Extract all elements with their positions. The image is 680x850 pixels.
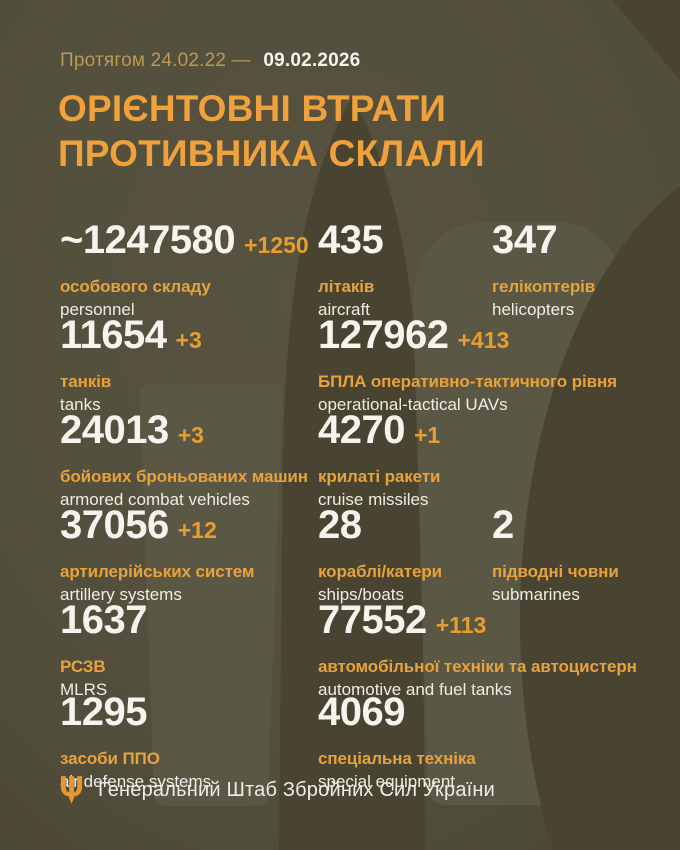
stat-number-line: 24013 +3 [60,410,308,459]
stat-number-line: ~1247580 +1250 [60,220,309,269]
stat-number-line: 1295 [60,692,211,741]
stat-delta: +3 [175,327,202,353]
stat-value: 24013 [60,408,169,452]
stat-label-ukrainian: особового складу [60,277,211,296]
stat-value: 4069 [318,690,405,734]
stat-block: 435 літаків aircraft [318,218,384,320]
stat-block: 1295 засоби ППО air defense systems [60,692,211,792]
stat-label-english: operational-tactical UAVs [318,395,508,414]
stat-block: 127962 +413 БПЛА оперативно-тактичного рів… [318,315,617,415]
stat-label-english: special equipment [318,772,456,791]
stat-label-english: helicopters [492,300,575,319]
stat-label-ukrainian: артилерійських систем [60,562,255,581]
stat-label-ukrainian: кораблі/катери [318,562,443,581]
stat-label-ukrainian: засоби ППО [60,749,160,768]
artillery-shell-silhouette-dark-corner [612,0,680,80]
stat-delta: +113 [435,612,487,638]
stat-number-line: 37056 +12 [60,505,254,554]
stat-number-line: 28 [318,505,442,554]
stat-number-line: 1637 [60,600,147,649]
stat-delta: +12 [177,517,217,543]
artillery-shell-silhouette-dark-right [520,186,680,850]
stat-value: 4270 [318,408,405,452]
stat-label-ukrainian: спеціальна техніка [318,749,476,768]
stat-label-ukrainian: літаків [318,277,375,296]
stat-label-ukrainian: підводні човни [492,562,619,581]
stat-value: 11654 [60,313,167,357]
stat-value: 435 [318,218,384,262]
stat-value: 127962 [318,313,449,357]
stat-value: 1295 [60,690,147,734]
page-title-line2: ПРОТИВНИКА СКЛАЛИ [58,133,485,174]
stat-delta: +1250 [244,232,309,258]
stat-delta: +413 [457,327,510,353]
stat-delta: +1 [413,422,441,448]
stat-value: 77552 [318,598,427,642]
artillery-shell-silhouette-dark-center [279,98,425,850]
stat-block: 4069 спеціальна техніка special equipment [318,692,476,792]
stat-label-ukrainian: гелікоптерів [492,277,596,296]
stat-label-ukrainian: крилаті ракети [318,467,441,486]
organization-name: Генеральний Штаб Збройних Сил України [98,779,496,801]
stat-value: 28 [318,503,362,547]
stat-label-english: aircraft [318,300,370,319]
stat-block: 1637 РСЗВ MLRS [60,600,147,700]
stat-block: 2 підводні човни submarines [492,505,619,605]
footer: Генеральний Штаб Збройних Сил України [60,776,495,805]
stat-number-line: 435 [318,218,384,269]
stat-number-line: 2 [492,505,619,554]
stat-value: ~1247580 [60,218,236,262]
stat-number-line: 4069 [318,692,476,741]
period-current-date: 09.02.2026 [263,50,361,71]
page-title-line1: ОРІЄНТОВНІ ВТРАТИ [58,88,447,129]
stat-label-ukrainian: РСЗВ [60,657,106,676]
stat-number-line: 4270 +1 [318,410,440,459]
stat-label-ukrainian: бойових броньованих машин [60,467,308,486]
stat-value: 2 [492,503,514,547]
stat-label-english: air defense systems [60,772,212,791]
stat-label-english: MLRS [60,680,108,699]
stat-label-english: tanks [60,395,101,414]
stat-block: 24013 +3 бойових броньованих машин armored … [60,410,308,510]
stat-block: ~1247580 +1250 особового складу personnel [60,220,309,320]
stat-block: 4270 +1 крилаті ракети cruise missiles [318,410,440,510]
stat-label-english: artillery systems [60,585,182,604]
reporting-period: Протягом 24.02.22 — 09.02.2026 [60,50,360,72]
stat-number-line: 77552 +113 [318,600,637,649]
stat-value: 37056 [60,503,169,547]
stat-label-english: personnel [60,300,135,319]
stat-block: 37056 +12 артилерійських систем artillery s… [60,505,255,605]
stat-value: 1637 [60,598,147,642]
stat-delta: +3 [177,422,204,448]
period-prefix: Протягом 24.02.22 — [60,50,251,71]
stat-block: 28 кораблі/катери ships/boats [318,505,442,605]
stat-label-english: automotive and fuel tanks [318,680,512,699]
artillery-shell-silhouette-light-left [140,384,282,806]
page-title: ОРІЄНТОВНІ ВТРАТИ ПРОТИВНИКА СКЛАЛИ [58,86,485,176]
stat-number-line: 347 [492,220,595,269]
stat-block: 77552 +113 автомобільної техніки та автоци… [318,600,637,700]
stat-block: 11654 +3 танків tanks [60,315,202,415]
stat-label-ukrainian: автомобільної техніки та автоцистерн [318,657,637,676]
stat-number-line: 11654 +3 [60,315,202,364]
stat-value: 347 [492,218,558,262]
stat-label-english: armored combat vehicles [60,490,250,509]
stat-label-ukrainian: БПЛА оперативно-тактичного рівня [318,372,617,391]
stat-number-line: 127962 +413 [318,315,617,364]
stat-label-english: submarines [492,585,580,604]
stat-label-ukrainian: танків [60,372,112,391]
trident-icon [60,776,83,804]
stat-label-english: ships/boats [318,585,404,604]
stat-block: 347 гелікоптерів helicopters [492,220,595,320]
stat-label-english: cruise missiles [318,490,429,509]
